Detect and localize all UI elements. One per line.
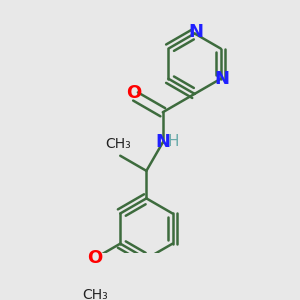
Text: O: O [127, 83, 142, 101]
Text: N: N [214, 70, 230, 88]
Text: CH₃: CH₃ [105, 137, 131, 151]
Text: H: H [167, 134, 178, 148]
Text: N: N [155, 134, 170, 152]
Text: N: N [188, 23, 203, 41]
Text: CH₃: CH₃ [82, 288, 108, 300]
Text: O: O [87, 249, 102, 267]
